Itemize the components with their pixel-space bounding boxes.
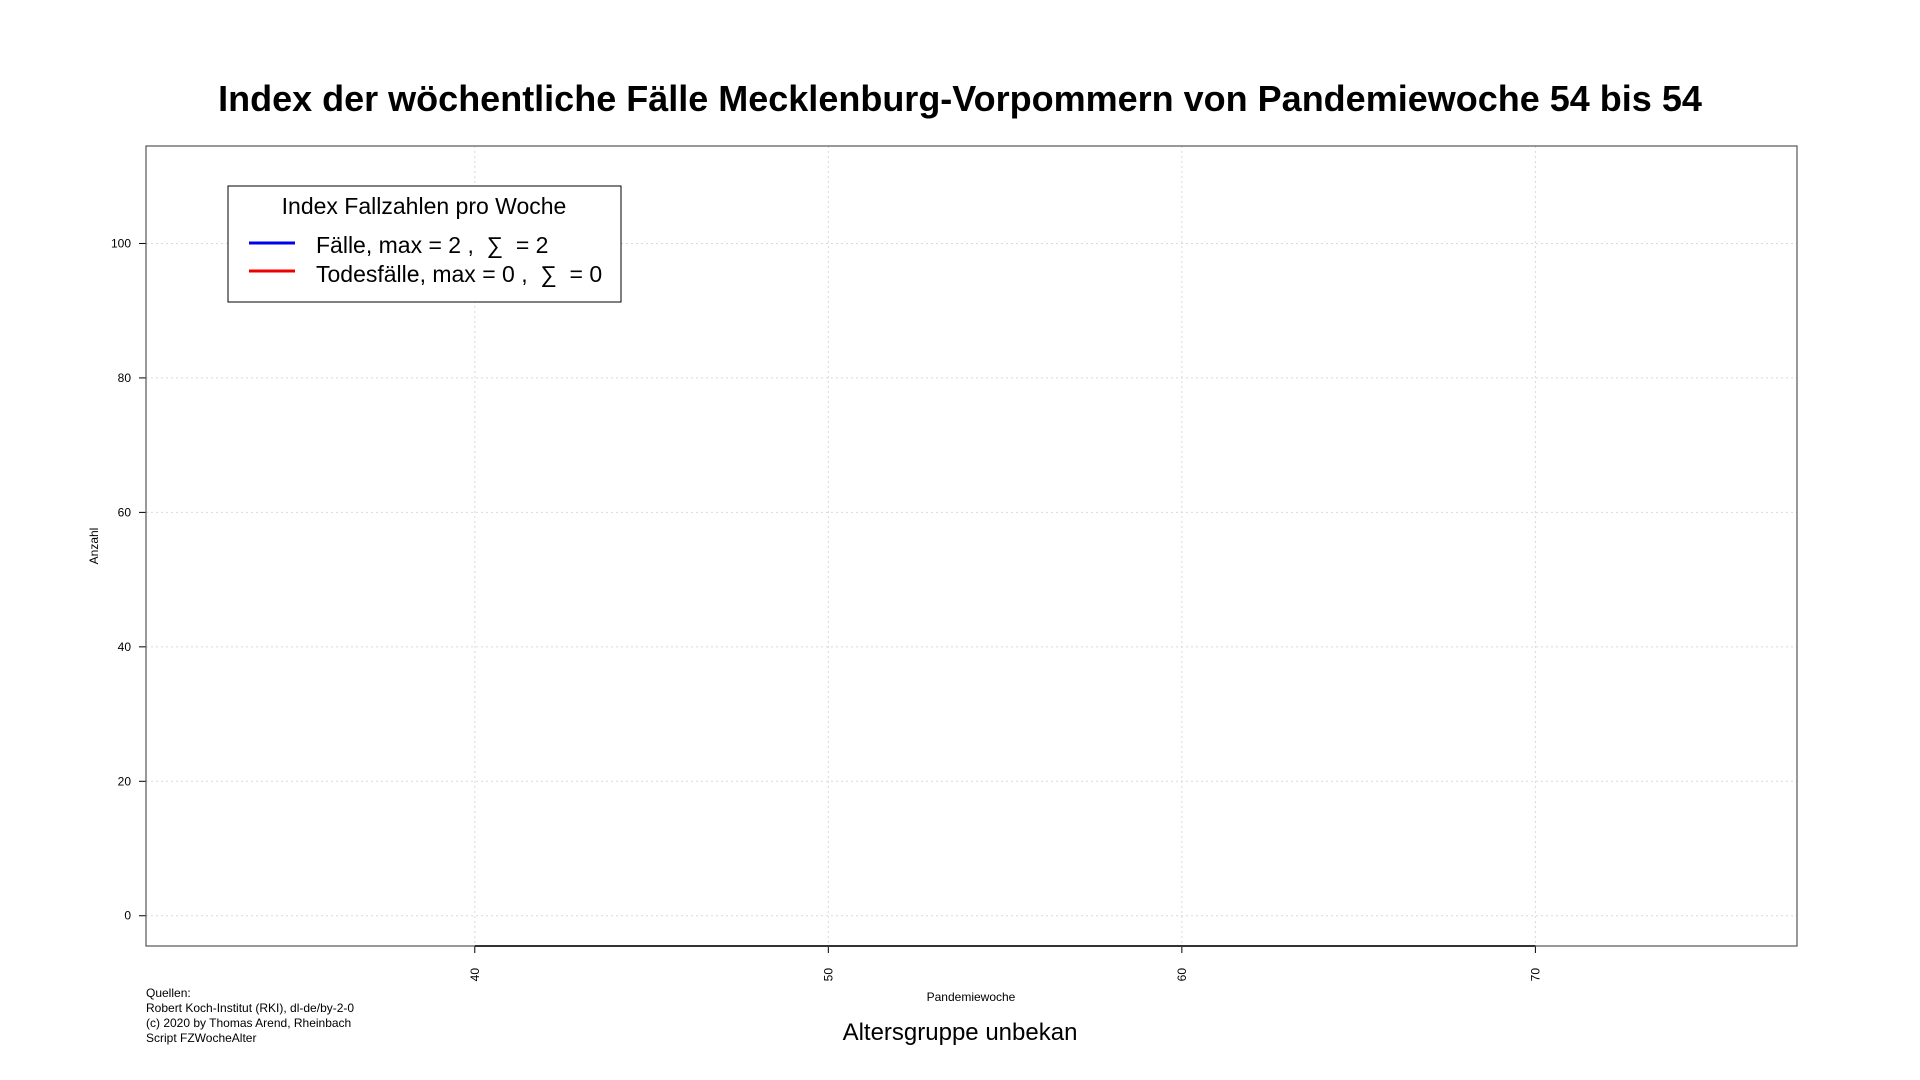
- y-tick-label: 20: [118, 774, 132, 788]
- x-tick-label: 60: [1175, 968, 1189, 982]
- y-tick-label: 0: [124, 909, 131, 923]
- sources-heading: Quellen:: [146, 986, 191, 1000]
- sources-note: Quellen: Robert Koch-Institut (RKI), dl-…: [146, 986, 354, 1046]
- chart-subtitle: Altersgruppe unbekan: [842, 1019, 1078, 1046]
- sources-line: Robert Koch-Institut (RKI), dl-de/by-2-0: [146, 1001, 355, 1015]
- x-axis-label: Pandemiewoche: [927, 990, 1016, 1004]
- y-tick-label: 40: [118, 640, 132, 654]
- y-axis-label: Anzahl: [87, 528, 101, 565]
- plot-frame: [145, 145, 1798, 947]
- ticks: 0 20 40 60 80 100 40 50 60 70: [111, 236, 1542, 981]
- y-tick-label: 60: [118, 505, 132, 519]
- x-tick-label: 40: [468, 968, 482, 982]
- x-tick-label: 50: [821, 968, 835, 982]
- y-tick-label: 100: [111, 236, 131, 250]
- x-tick-label: 70: [1528, 968, 1542, 982]
- legend-entry-todesfaelle: Todesfälle, max = 0 , ∑ = 0: [316, 261, 602, 287]
- sources-line: Script FZWocheAlter: [146, 1031, 257, 1045]
- grid: [146, 146, 1797, 946]
- legend-entry-faelle: Fälle, max = 2 , ∑ = 2: [316, 232, 548, 258]
- y-tick-label: 80: [118, 371, 132, 385]
- legend: Index Fallzahlen pro Woche Fälle, max = …: [227, 185, 622, 303]
- chart-title: Index der wöchentliche Fälle Mecklenburg…: [218, 78, 1702, 119]
- sources-line: (c) 2020 by Thomas Arend, Rheinbach: [146, 1016, 352, 1030]
- legend-title: Index Fallzahlen pro Woche: [282, 193, 567, 219]
